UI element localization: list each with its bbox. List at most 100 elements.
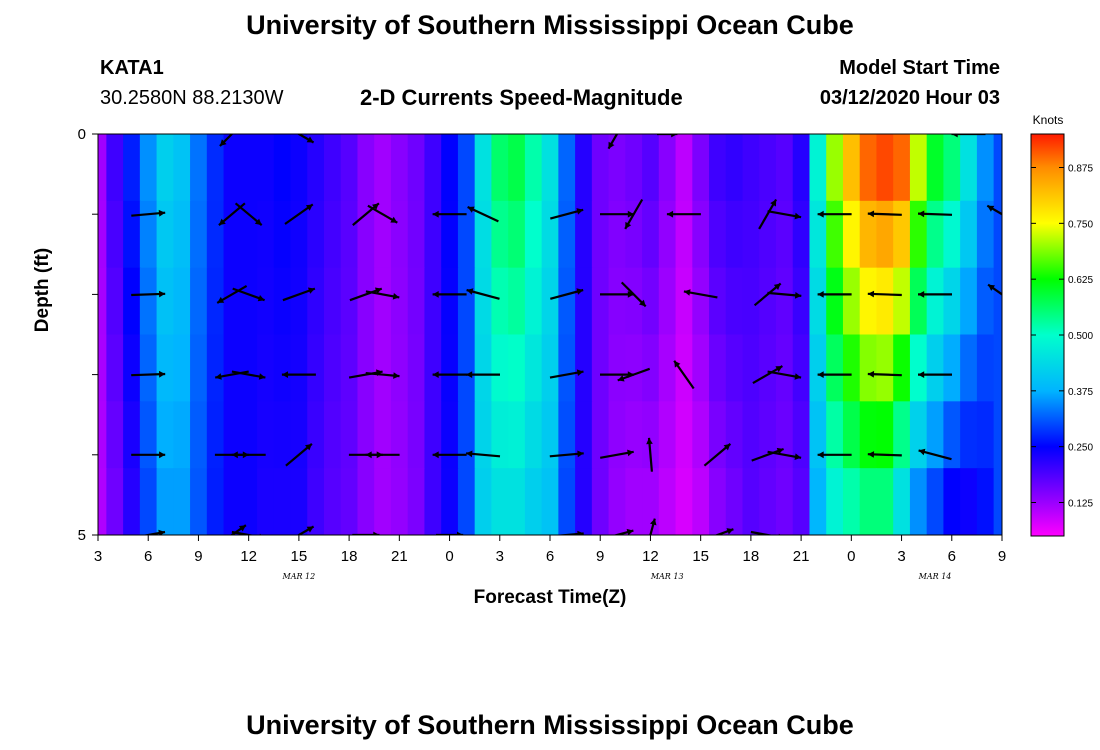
heatmap-cell	[575, 134, 593, 202]
current-arrow	[466, 288, 500, 300]
y-axis-label: Depth (ft)	[32, 248, 53, 332]
current-arrow	[751, 447, 784, 462]
heatmap-cell	[926, 468, 945, 535]
heatmap-cell	[407, 267, 426, 336]
heatmap-cell	[591, 401, 610, 469]
heatmap-cell	[457, 267, 476, 336]
heatmap-cell	[709, 334, 727, 402]
heatmap-cell	[374, 401, 392, 469]
heatmap-cell	[909, 401, 928, 469]
current-arrow	[352, 202, 380, 226]
colorbar-ticks: 0.125 0.250 0.375 0.500 0.625 0.750 0.875	[1031, 164, 1093, 510]
heatmap-cell	[993, 267, 1002, 336]
x-tick-label: 15	[291, 548, 308, 565]
heatmap-cell	[541, 334, 559, 402]
x-tick-label: 6	[546, 548, 554, 565]
heatmap-cell	[993, 468, 1002, 535]
heatmap-cell	[223, 401, 241, 469]
heatmap-cell	[156, 468, 174, 535]
current-arrow	[219, 134, 234, 147]
heatmap-cell	[491, 134, 509, 202]
heatmap-cell	[725, 401, 744, 469]
heatmap-cell	[658, 468, 677, 535]
heatmap-cell	[123, 134, 141, 202]
current-arrow	[867, 451, 902, 458]
heatmap-cell	[357, 468, 375, 535]
heatmap-cell	[608, 334, 626, 402]
heatmap-cell	[976, 200, 995, 269]
heatmap-cell	[156, 334, 174, 402]
heatmap-cell	[457, 401, 476, 469]
heatmap-cell	[642, 267, 660, 336]
x-tick-label: 21	[391, 548, 408, 565]
heatmap-cell	[926, 401, 945, 469]
heatmap-cell	[909, 134, 928, 202]
heatmap-cell	[876, 200, 894, 269]
heatmap-cell	[98, 401, 107, 469]
date-label: MAR 13	[650, 572, 684, 581]
current-arrow	[296, 525, 315, 535]
heatmap-cell	[658, 334, 677, 402]
heatmap-cell	[842, 468, 861, 535]
heatmap-cell	[206, 468, 225, 535]
heatmap-cell	[474, 334, 493, 402]
x-tick-label: 9	[998, 548, 1006, 565]
heatmap-cell	[98, 200, 107, 269]
current-arrow	[467, 206, 499, 223]
x-tick-label: 12	[642, 548, 659, 565]
heatmap-cell	[273, 200, 292, 269]
heatmap-cell	[692, 401, 710, 469]
current-arrow	[285, 443, 313, 467]
heatmap-cell	[675, 334, 693, 402]
heatmap-cell	[776, 200, 794, 269]
heatmap-cell	[742, 468, 760, 535]
heatmap-cell	[943, 200, 961, 269]
heatmap-cell	[139, 200, 158, 269]
heatmap-cell	[759, 134, 777, 202]
current-arrow	[867, 290, 902, 298]
heatmap-cell	[390, 334, 409, 402]
heatmap-cell	[441, 200, 459, 269]
heatmap-cell	[457, 334, 476, 402]
heatmap-cell	[123, 200, 141, 269]
heatmap-cell	[407, 334, 426, 402]
heatmap-cell	[893, 401, 911, 469]
heatmap-cell	[508, 200, 526, 269]
heatmap-cell	[106, 200, 124, 269]
current-arrow	[918, 371, 952, 378]
current-arrow	[549, 450, 584, 458]
heatmap-cell	[307, 134, 325, 202]
current-arrow	[231, 451, 266, 459]
x-axis: 3 6 9 12 15 18 21 0 3 6 9 12 15 18 21 0 3 6 9 MAR 12 MAR 13 M…	[94, 535, 1006, 581]
heatmap-cell	[173, 134, 191, 202]
current-arrow	[466, 371, 500, 378]
current-arrow	[703, 443, 732, 467]
heatmap-cell	[826, 468, 844, 535]
current-arrow	[549, 369, 584, 379]
heatmap-cell	[759, 468, 777, 535]
x-tick-label: 0	[847, 548, 855, 565]
heatmap-cell	[608, 401, 626, 469]
heatmap-cell	[859, 401, 878, 469]
heatmap-cell	[340, 334, 359, 402]
heatmap-cell	[909, 334, 928, 402]
heatmap-cell	[591, 200, 610, 269]
heatmap-cell	[324, 134, 342, 202]
heatmap-cell	[558, 334, 576, 402]
current-arrow	[767, 370, 802, 380]
heatmap-cell	[960, 468, 978, 535]
current-arrow	[142, 529, 166, 535]
heatmap-cell	[474, 134, 493, 202]
heatmap-cell	[759, 267, 777, 336]
heatmap-cell	[357, 334, 375, 402]
current-arrow	[432, 371, 467, 378]
current-arrow	[216, 284, 248, 304]
heatmap-cell	[809, 200, 827, 269]
heatmap-cell	[709, 134, 727, 202]
heatmap-cell	[926, 134, 945, 202]
heatmap-cell	[692, 200, 710, 269]
heatmap-cell	[374, 134, 392, 202]
current-arrow	[767, 450, 802, 460]
heatmap-cell	[709, 468, 727, 535]
heatmap-cell	[407, 468, 426, 535]
